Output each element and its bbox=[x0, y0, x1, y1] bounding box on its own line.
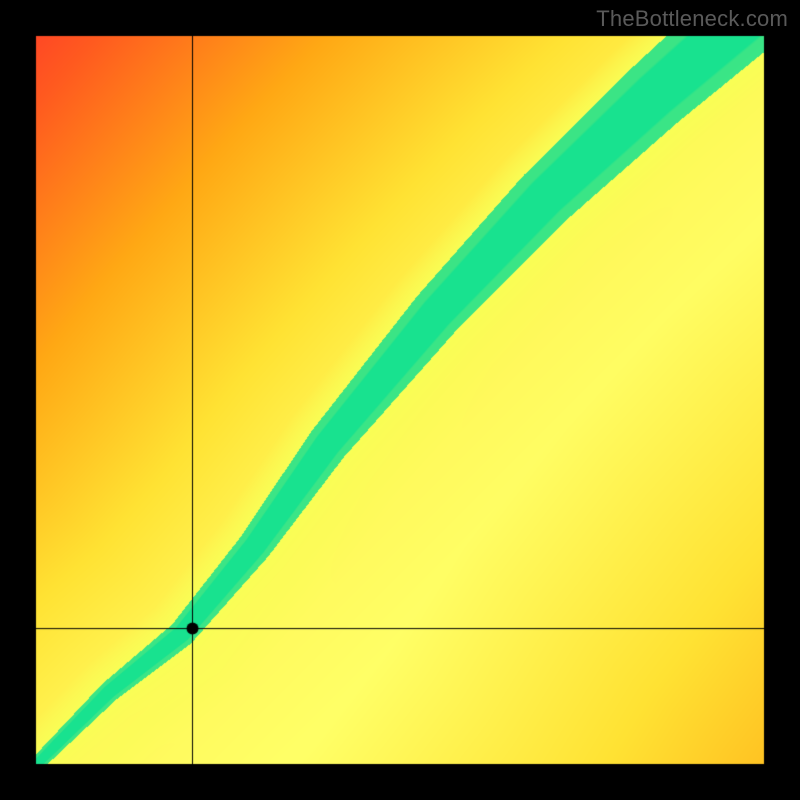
heatmap-canvas bbox=[0, 0, 800, 800]
chart-container: TheBottleneck.com bbox=[0, 0, 800, 800]
watermark-text: TheBottleneck.com bbox=[596, 6, 788, 32]
